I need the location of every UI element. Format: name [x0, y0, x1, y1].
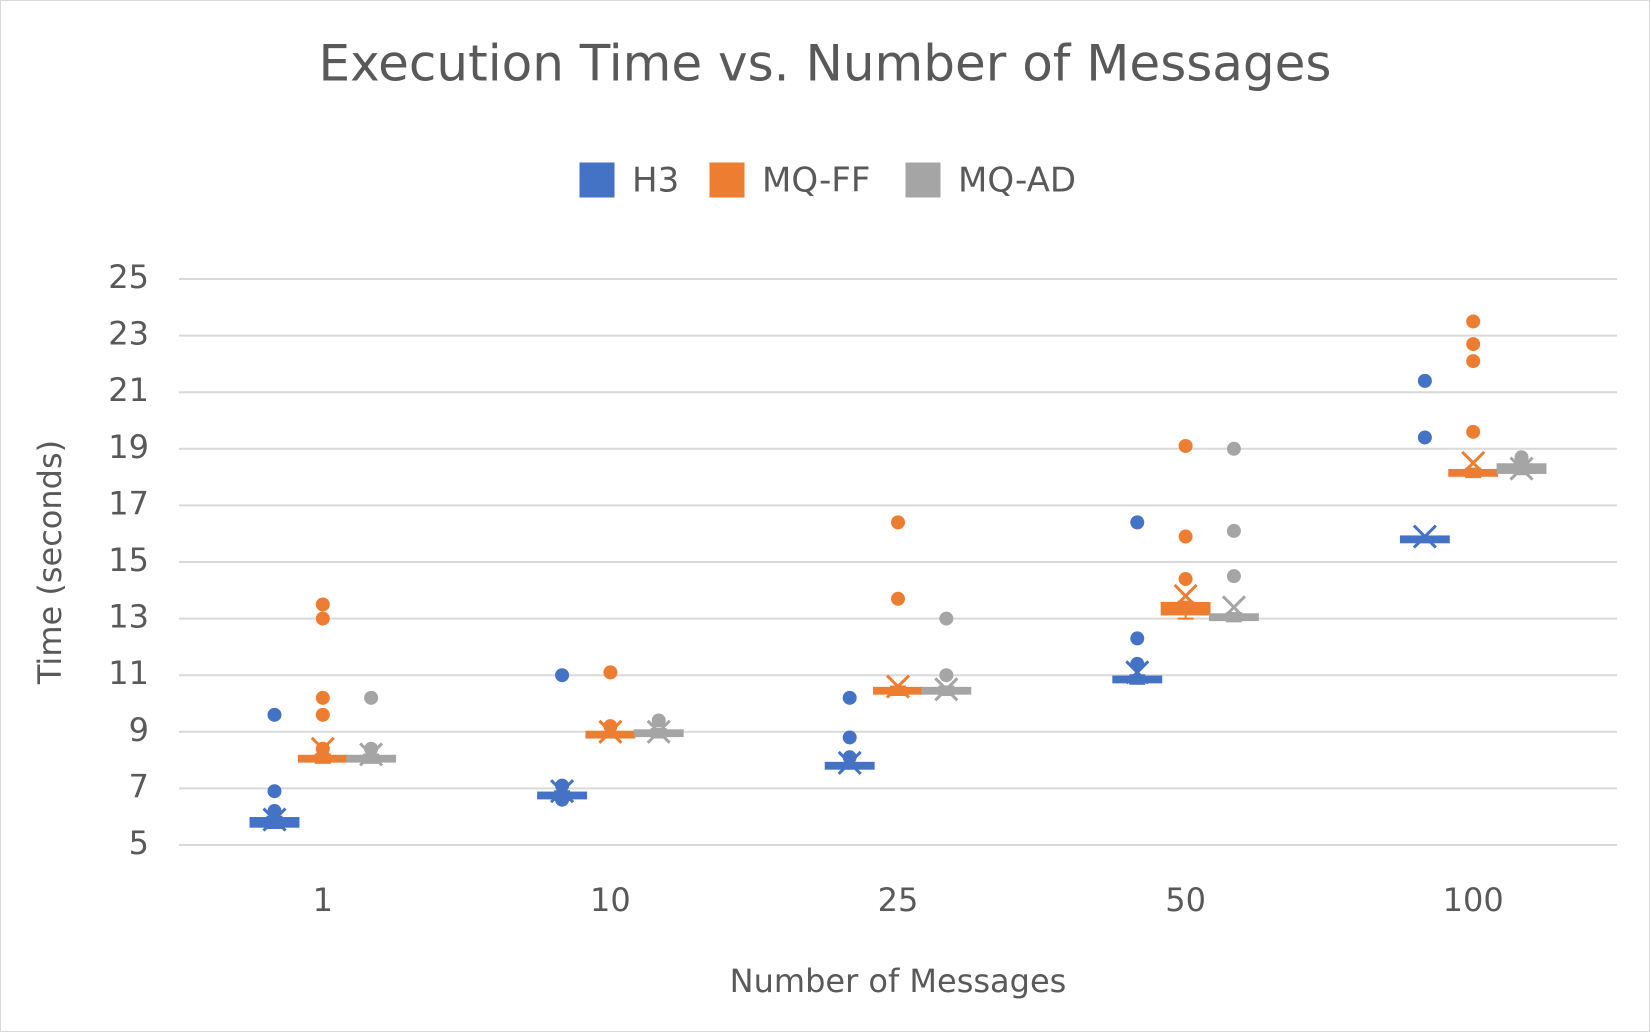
outlier	[603, 665, 618, 680]
outlier	[267, 804, 282, 819]
x-axis-label: Number of Messages	[730, 962, 1067, 1000]
legend-label: MQ-FF	[762, 161, 870, 201]
mean-marker	[885, 674, 911, 699]
x-tick-label: 1	[313, 881, 333, 919]
outlier	[267, 784, 282, 799]
mean-marker	[1125, 660, 1150, 685]
outlier	[1417, 430, 1432, 445]
outlier	[939, 611, 954, 626]
outlier	[315, 690, 330, 705]
legend-label: H3	[632, 161, 679, 201]
y-tick-label: 5	[129, 824, 149, 862]
outlier	[315, 707, 330, 722]
outlier	[555, 668, 570, 683]
outlier	[1226, 569, 1241, 584]
mean-marker	[1173, 583, 1198, 609]
y-tick-label: 23	[108, 315, 149, 353]
outlier	[603, 719, 618, 734]
y-tick-label: 17	[108, 484, 149, 522]
outlier	[1466, 424, 1481, 439]
y-axis-label: Time (seconds)	[31, 440, 69, 685]
legend-swatch	[709, 162, 745, 198]
outlier	[1178, 438, 1193, 453]
mean-marker	[1461, 450, 1486, 476]
outlier	[891, 515, 905, 530]
legend-swatch	[905, 162, 941, 198]
outlier	[1417, 373, 1432, 388]
outlier	[842, 730, 857, 745]
mean-marker	[646, 719, 671, 744]
x-tick-label: 10	[590, 881, 631, 919]
outlier	[1466, 337, 1481, 352]
outlier	[1466, 354, 1481, 369]
outlier	[315, 741, 330, 756]
x-tick-label: 100	[1443, 881, 1504, 919]
outlier	[1130, 656, 1145, 671]
outlier	[842, 690, 857, 705]
y-tick-label: 25	[108, 258, 149, 296]
outlier	[1178, 529, 1193, 544]
outlier	[315, 611, 330, 626]
outlier	[364, 690, 379, 705]
mean-marker	[262, 807, 287, 832]
outlier	[1130, 631, 1145, 646]
y-tick-label: 13	[108, 598, 149, 636]
y-tick-label: 21	[108, 371, 149, 409]
legend-swatch	[579, 162, 615, 198]
outlier	[1514, 450, 1529, 465]
outlier	[267, 707, 282, 722]
outlier	[939, 668, 954, 683]
mean-marker	[1412, 524, 1437, 549]
y-tick-label: 15	[108, 541, 149, 579]
outlier	[891, 591, 905, 606]
outlier	[1226, 523, 1241, 538]
x-tick-label: 25	[878, 881, 919, 919]
x-tick-label: 50	[1165, 881, 1206, 919]
y-tick-label: 11	[108, 654, 149, 692]
outlier	[1178, 571, 1193, 586]
y-tick-label: 9	[129, 711, 149, 749]
outlier	[555, 792, 570, 807]
outlier	[1466, 314, 1481, 329]
outlier	[555, 778, 570, 793]
outlier	[315, 597, 330, 612]
outlier	[842, 750, 857, 765]
chart-title: Execution Time vs. Number of Messages	[319, 35, 1332, 93]
outlier	[1130, 515, 1145, 530]
mean-marker	[1509, 456, 1534, 481]
mean-marker	[934, 677, 959, 702]
y-tick-label: 7	[129, 767, 149, 805]
legend-label: MQ-AD	[958, 161, 1076, 201]
outlier	[364, 741, 379, 756]
outlier	[651, 713, 666, 728]
mean-marker	[1221, 595, 1246, 620]
y-tick-label: 19	[108, 428, 149, 466]
outlier	[1226, 441, 1241, 456]
